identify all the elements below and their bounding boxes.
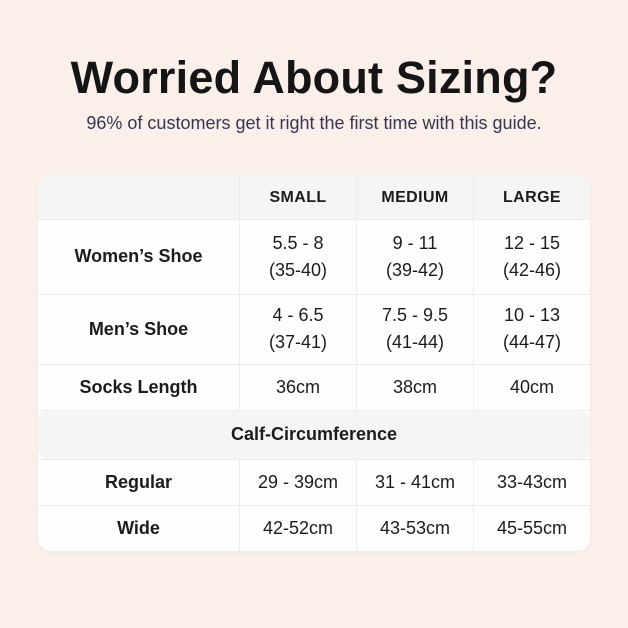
column-header-large: LARGE: [473, 175, 590, 219]
regular-large-cell: 33-43cm: [473, 459, 590, 505]
table-row-mens-shoe: Men’s Shoe 4 - 6.5 (37-41) 7.5 - 9.5 (41…: [38, 293, 590, 364]
cell-value: 40cm: [509, 376, 554, 397]
wide-medium-cell: 43-53cm: [356, 505, 473, 551]
cell-value: 43-53cm: [379, 517, 451, 538]
wide-large-cell: 45-55cm: [473, 505, 590, 551]
table-row-socks-length: Socks Length 36cm 38cm 40cm: [38, 363, 590, 411]
womens-shoe-medium-cell: 9 - 11 (39-42): [356, 219, 473, 294]
cell-value: 31 - 41cm: [374, 471, 456, 492]
row-label-regular: Regular: [104, 471, 173, 492]
column-header-blank: [38, 176, 239, 219]
row-label-socks-length: Socks Length: [79, 376, 198, 397]
table-row-wide: Wide 42-52cm 43-53cm 45-55cm: [38, 504, 590, 551]
row-label-womens-shoe: Women’s Shoe: [74, 246, 203, 267]
mens-shoe-large-cell: 10 - 13 (44-47): [473, 294, 590, 364]
cell-subvalue: (35-40): [268, 259, 328, 280]
table-section-header-calf-circumference: Calf-Circumference: [38, 410, 590, 459]
cell-value: 10 - 13: [503, 305, 561, 326]
cell-value: 29 - 39cm: [257, 471, 339, 492]
socks-length-small-cell: 36cm: [239, 364, 356, 410]
womens-shoe-large-cell: 12 - 15 (42-46): [473, 219, 590, 294]
wide-small-cell: 42-52cm: [239, 505, 356, 551]
cell-value: 33-43cm: [496, 471, 568, 492]
cell-value: 4 - 6.5: [272, 305, 324, 326]
table-header-row: SMALL MEDIUM LARGE: [38, 175, 590, 219]
section-header-label: Calf-Circumference: [230, 424, 398, 445]
cell-subvalue: (39-42): [385, 259, 445, 280]
cell-value: 42-52cm: [262, 517, 334, 538]
mens-shoe-small-cell: 4 - 6.5 (37-41): [239, 294, 356, 364]
cell-value: 5.5 - 8: [272, 232, 324, 253]
regular-medium-cell: 31 - 41cm: [356, 459, 473, 505]
cell-value: 45-55cm: [496, 517, 568, 538]
cell-value: 9 - 11: [392, 232, 438, 253]
size-table: SMALL MEDIUM LARGE Women’s Shoe 5.5 - 8 …: [38, 175, 590, 551]
womens-shoe-small-cell: 5.5 - 8 (35-40): [239, 219, 356, 294]
column-header-medium: MEDIUM: [356, 175, 473, 219]
cell-value: 38cm: [392, 376, 437, 397]
regular-small-cell: 29 - 39cm: [239, 459, 356, 505]
row-label-wide: Wide: [117, 517, 160, 538]
row-label-mens-shoe: Men’s Shoe: [88, 318, 189, 339]
table-row-womens-shoe: Women’s Shoe 5.5 - 8 (35-40) 9 - 11 (39-…: [38, 218, 590, 294]
mens-shoe-medium-cell: 7.5 - 9.5 (41-44): [356, 294, 473, 364]
cell-value: 36cm: [275, 376, 320, 397]
page-subtitle: 96% of customers get it right the first …: [86, 112, 542, 133]
page-title: Worried About Sizing?: [70, 52, 558, 103]
cell-subvalue: (37-41): [268, 332, 328, 353]
socks-length-medium-cell: 38cm: [356, 364, 473, 410]
table-row-regular: Regular 29 - 39cm 31 - 41cm 33-43cm: [38, 458, 590, 505]
cell-subvalue: (41-44): [385, 332, 445, 353]
cell-subvalue: (42-46): [502, 259, 562, 280]
socks-length-large-cell: 40cm: [473, 364, 590, 410]
column-header-small: SMALL: [239, 175, 356, 219]
cell-value: 12 - 15: [503, 232, 561, 253]
cell-subvalue: (44-47): [502, 332, 562, 353]
cell-value: 7.5 - 9.5: [381, 305, 449, 326]
